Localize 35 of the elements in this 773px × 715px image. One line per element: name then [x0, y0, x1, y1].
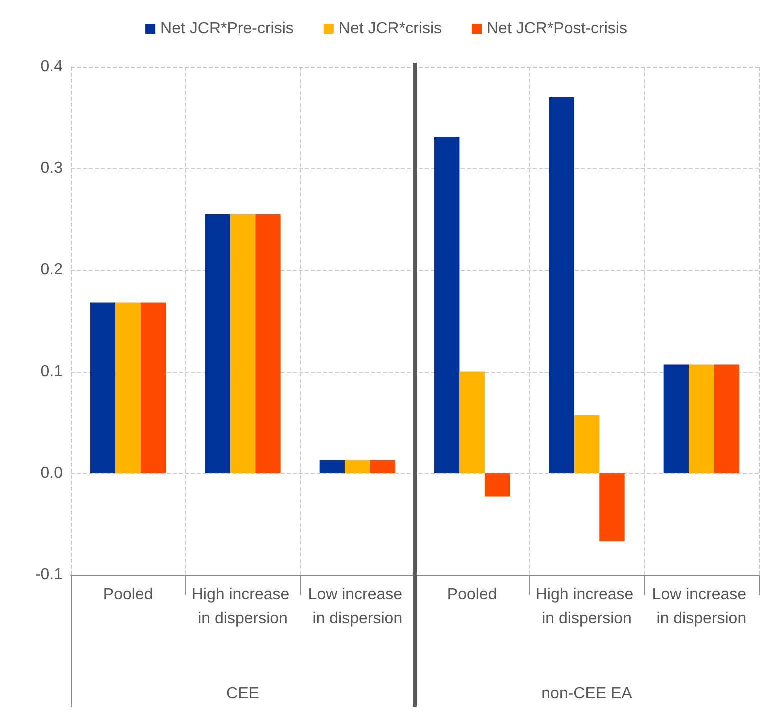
y-tick-label: 0.2: [40, 262, 64, 279]
y-tick-label: 0.4: [40, 58, 64, 76]
bar: [549, 97, 574, 474]
bar: [116, 302, 141, 474]
bar: [484, 473, 510, 497]
legend-label: Net JCR*Post-crisis: [487, 20, 628, 38]
bar: [205, 214, 230, 474]
bar: [90, 302, 116, 474]
y-tick-label: 0.0: [40, 464, 64, 482]
x-tick-label: High increase in dispersion: [536, 586, 638, 628]
x-tick-label: Pooled: [447, 586, 498, 604]
bar: [370, 460, 396, 474]
x-tick-label: Low increase in dispersion: [308, 586, 408, 628]
bar: [460, 372, 485, 474]
y-tick-label: -0.1: [35, 566, 64, 584]
text: non-CEE EA: [542, 686, 633, 702]
x-tick-label: Pooled: [103, 586, 154, 604]
bar: [345, 460, 370, 474]
bar: [320, 460, 346, 474]
bar: [600, 473, 625, 542]
bar: [574, 415, 600, 474]
legend-label: Net JCR*crisis: [338, 20, 442, 38]
bar: [230, 214, 256, 474]
bar: [664, 364, 690, 474]
bar: [714, 364, 740, 474]
y-tick-label: 0.1: [40, 363, 64, 380]
bar: [140, 302, 166, 474]
bar: [256, 214, 281, 474]
x-tick-label: High increase in dispersion: [192, 586, 294, 628]
text: CEE: [226, 686, 260, 702]
bar: [434, 137, 460, 474]
x-tick-label: Low increase in dispersion: [652, 586, 752, 628]
legend-label: Net JCR*Pre-crisis: [160, 20, 294, 38]
bar: [689, 364, 714, 474]
y-tick-label: 0.3: [40, 160, 64, 178]
